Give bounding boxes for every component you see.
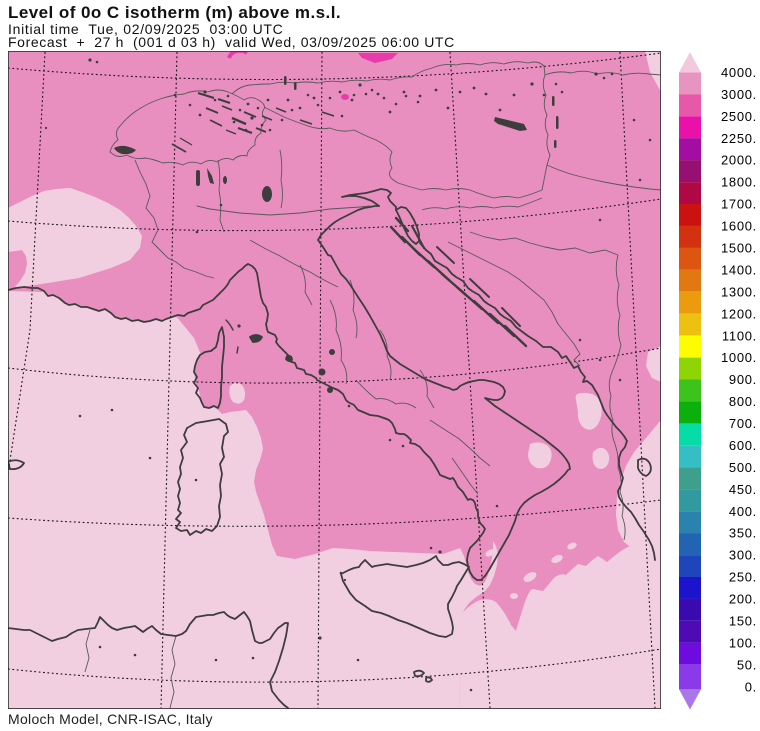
svg-text:400.: 400. bbox=[729, 504, 757, 519]
svg-text:1700.: 1700. bbox=[721, 197, 757, 212]
svg-text:900.: 900. bbox=[729, 372, 757, 387]
svg-text:1300.: 1300. bbox=[721, 284, 757, 299]
svg-text:150.: 150. bbox=[729, 614, 757, 629]
svg-text:700.: 700. bbox=[729, 416, 757, 431]
svg-text:3000.: 3000. bbox=[721, 87, 757, 102]
svg-text:0.: 0. bbox=[745, 679, 757, 694]
svg-text:1800.: 1800. bbox=[721, 175, 757, 190]
svg-text:500.: 500. bbox=[729, 460, 757, 475]
svg-text:300.: 300. bbox=[729, 548, 757, 563]
svg-text:450.: 450. bbox=[729, 482, 757, 497]
svg-text:1500.: 1500. bbox=[721, 241, 757, 256]
svg-text:1000.: 1000. bbox=[721, 350, 757, 365]
svg-text:50.: 50. bbox=[737, 657, 757, 672]
svg-text:250.: 250. bbox=[729, 570, 757, 585]
svg-text:100.: 100. bbox=[729, 635, 757, 650]
svg-text:1100.: 1100. bbox=[722, 328, 757, 343]
svg-text:1400.: 1400. bbox=[721, 262, 757, 277]
svg-text:200.: 200. bbox=[729, 592, 757, 607]
svg-text:4000.: 4000. bbox=[721, 65, 757, 80]
svg-text:2000.: 2000. bbox=[721, 153, 757, 168]
svg-text:1200.: 1200. bbox=[721, 306, 757, 321]
svg-text:350.: 350. bbox=[729, 526, 757, 541]
svg-text:2250.: 2250. bbox=[721, 131, 757, 146]
svg-text:800.: 800. bbox=[729, 394, 757, 409]
svg-text:2500.: 2500. bbox=[721, 109, 757, 124]
svg-text:600.: 600. bbox=[729, 438, 757, 453]
svg-text:1600.: 1600. bbox=[721, 219, 757, 234]
